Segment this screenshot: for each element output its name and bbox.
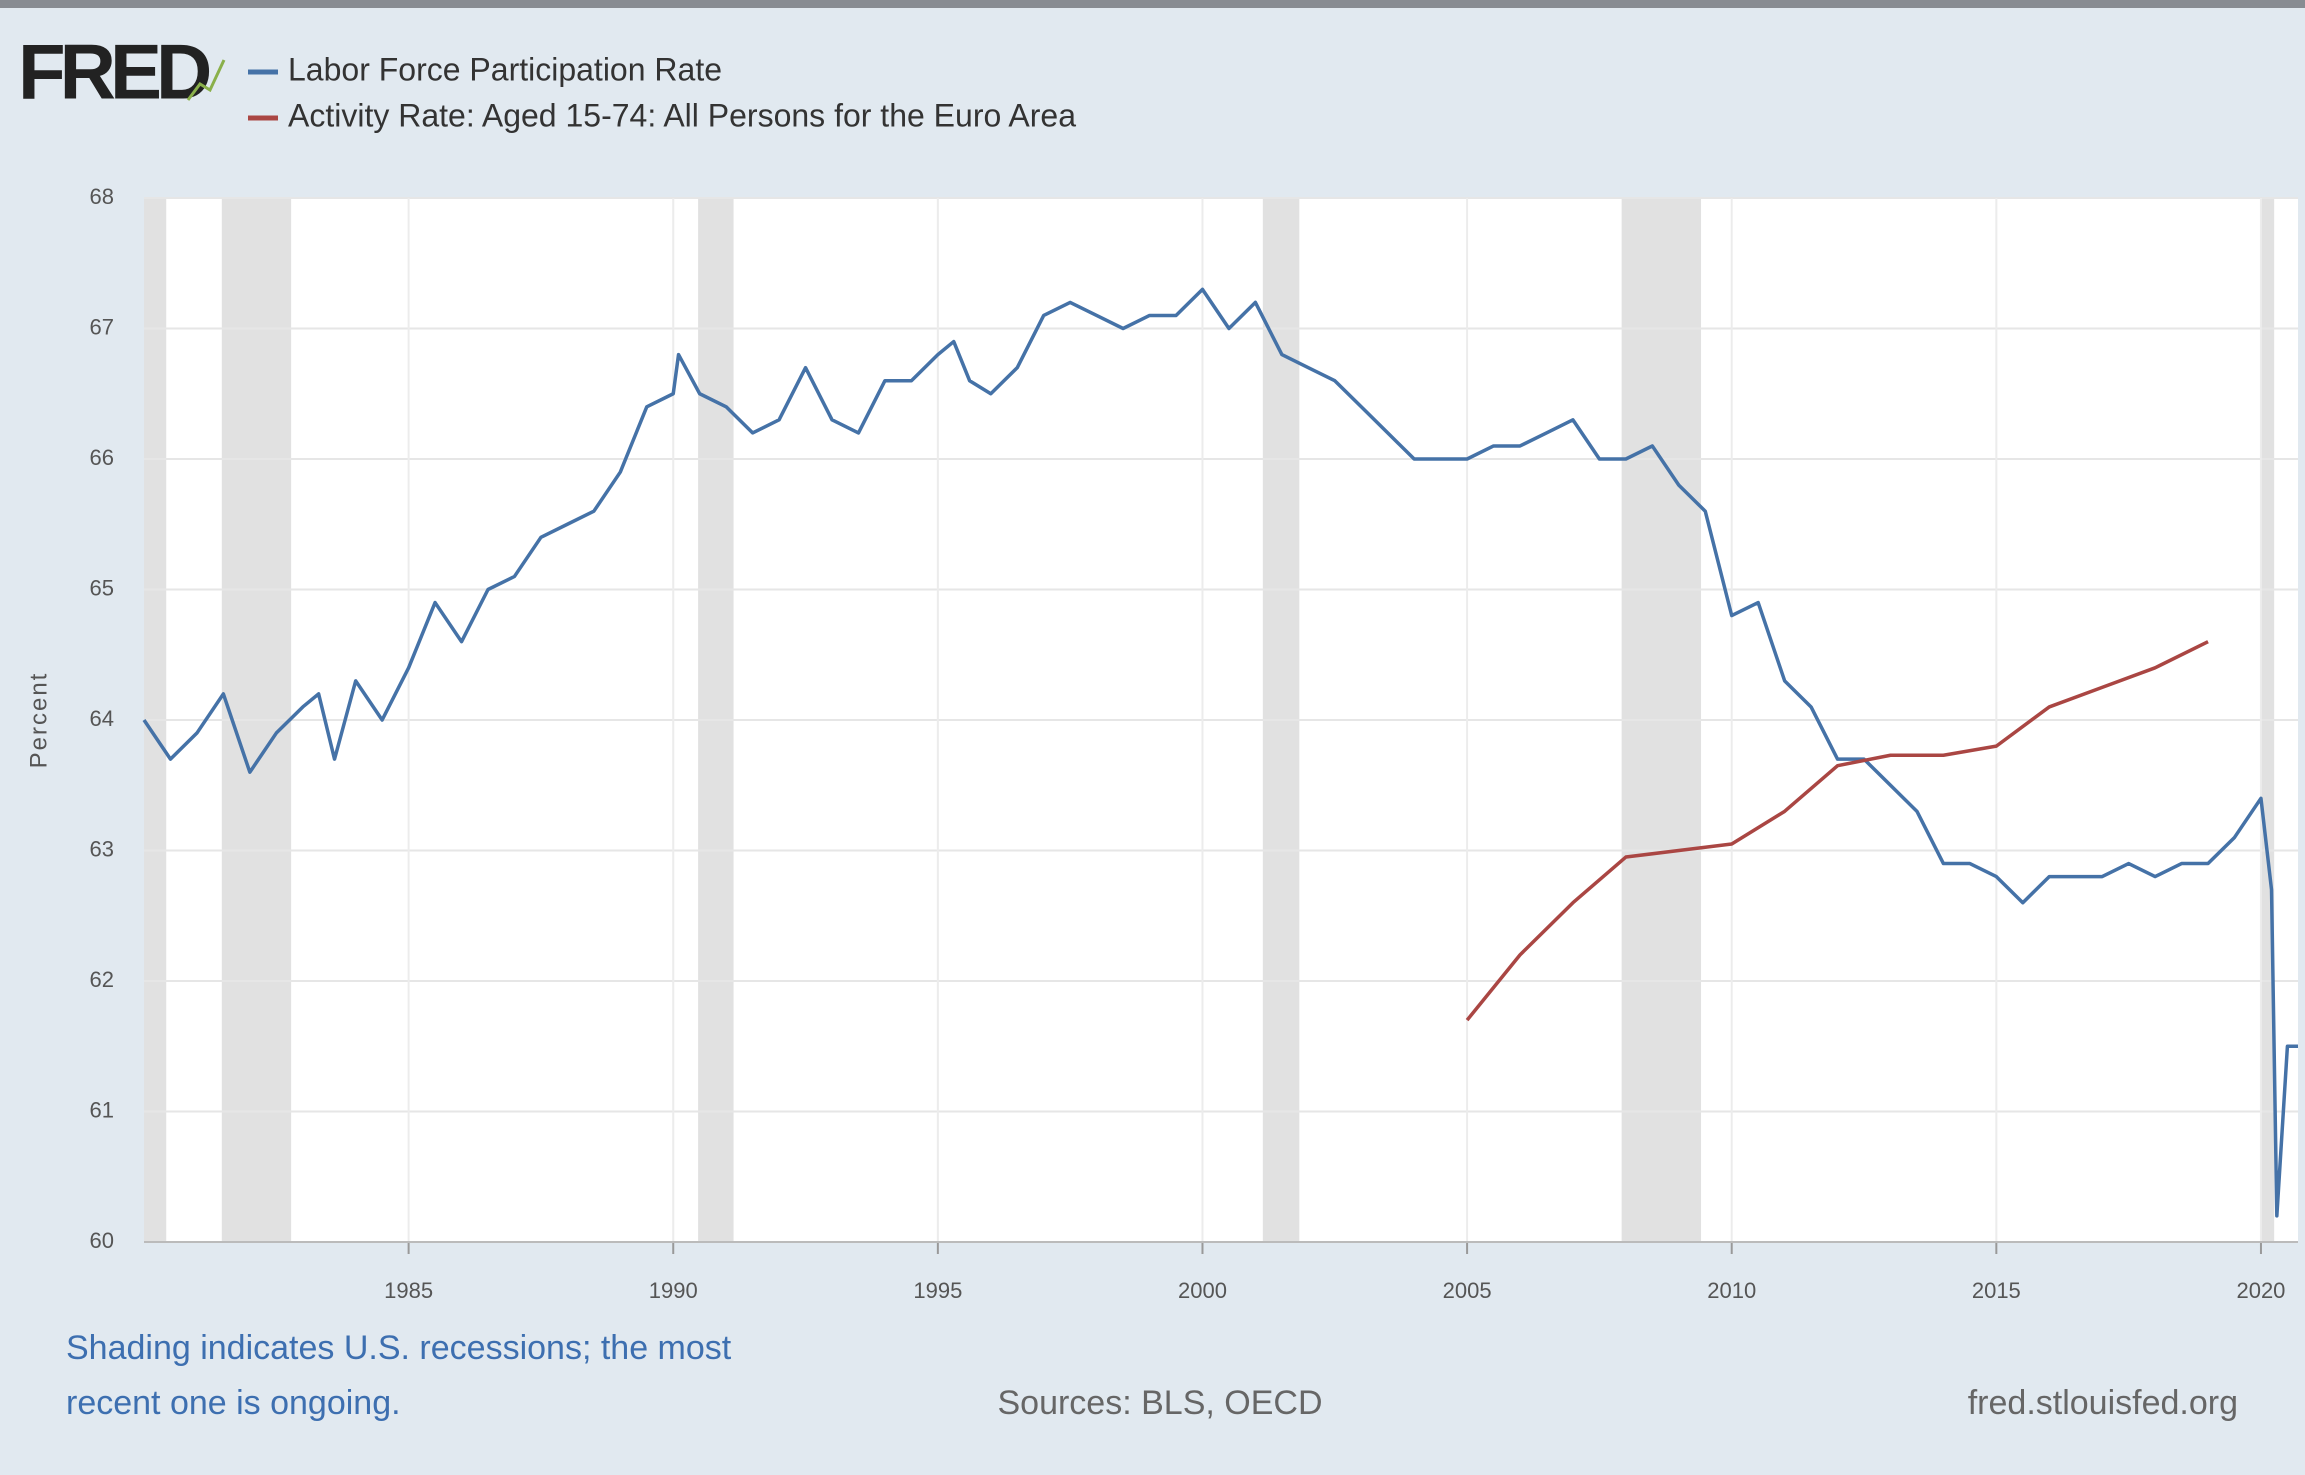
x-tick-label: 1990 [649, 1278, 698, 1303]
url: fred.stlouisfed.org [1968, 1384, 2238, 1422]
legend-label: Labor Force Participation Rate [288, 51, 722, 87]
y-axis-label: Percent [25, 672, 52, 769]
x-tick-label: 2015 [1972, 1278, 2021, 1303]
series-line [142, 287, 2298, 1218]
y-tick-label: 65 [90, 575, 114, 600]
x-tick-label: 2010 [1707, 1278, 1756, 1303]
y-tick-label: 60 [90, 1228, 114, 1253]
x-tick-label: 2005 [1443, 1278, 1492, 1303]
y-tick-label: 62 [90, 967, 114, 992]
note-line: recent one is ongoing. [66, 1384, 401, 1422]
y-tick-label: 64 [90, 706, 114, 731]
legend-label: Activity Rate: Aged 15-74: All Persons f… [288, 97, 1076, 133]
note-line: Shading indicates U.S. recessions; the m… [66, 1329, 732, 1367]
y-tick-label: 61 [90, 1097, 114, 1122]
logo-icon [186, 59, 226, 101]
sources: Sources: BLS, OECD [997, 1384, 1322, 1422]
x-tick-label: 1985 [384, 1278, 433, 1303]
top-bar [0, 0, 2305, 8]
x-tick-label: 2020 [2236, 1278, 2285, 1303]
logo: FRED [18, 28, 210, 116]
y-tick-label: 68 [90, 184, 114, 209]
series-line [1465, 640, 2209, 1022]
y-tick-label: 66 [90, 445, 114, 470]
y-tick-label: 63 [90, 836, 114, 861]
x-tick-label: 2000 [1178, 1278, 1227, 1303]
x-tick-label: 1995 [913, 1278, 962, 1303]
y-tick-label: 67 [90, 314, 114, 339]
